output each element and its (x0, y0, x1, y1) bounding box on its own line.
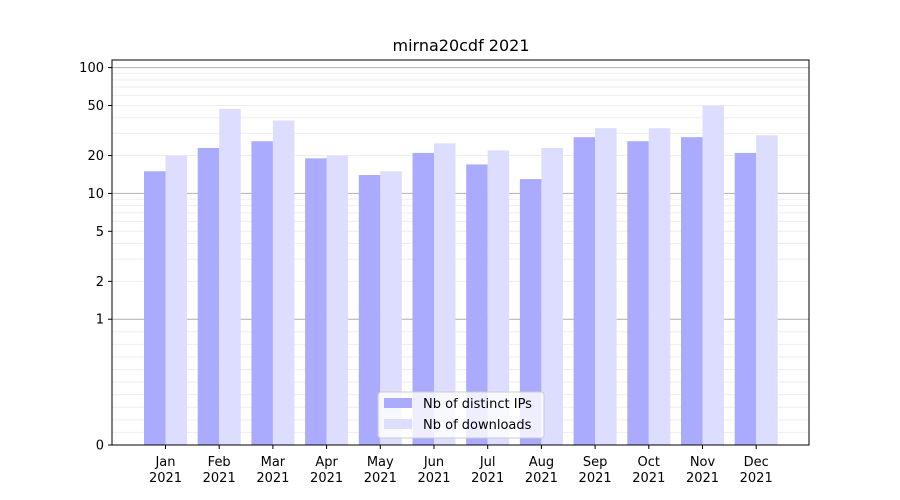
y-tick-label: 50 (87, 99, 104, 114)
x-tick-label-month: Sep (583, 455, 608, 470)
bar (573, 137, 596, 445)
bar (219, 108, 241, 445)
x-tick-label-year: 2021 (740, 471, 773, 486)
y-tick-label: 20 (87, 149, 104, 164)
bar (358, 175, 381, 446)
x-tick-label-month: Nov (690, 455, 716, 470)
bar (541, 147, 563, 446)
bar (305, 158, 327, 445)
bar (702, 105, 724, 445)
bar (144, 171, 166, 445)
bar (380, 171, 402, 445)
x-tick-label-year: 2021 (525, 471, 558, 486)
x-tick-label-year: 2021 (149, 471, 182, 486)
x-tick-label-year: 2021 (203, 471, 236, 486)
bar (756, 135, 778, 445)
x-tick-label-month: Oct (638, 455, 660, 470)
bars-layer (144, 105, 778, 446)
legend-box (377, 391, 545, 439)
x-tick-label-month: Aug (529, 455, 554, 470)
bar (681, 137, 703, 445)
chart-title: mirna20cdf 2021 (392, 36, 529, 55)
bar (251, 141, 273, 445)
x-axis: Jan2021Feb2021Mar2021Apr2021May2021Jun20… (149, 445, 773, 486)
x-tick-label-month: Jan (154, 455, 175, 470)
x-tick-label-month: Mar (261, 455, 286, 470)
bar (487, 150, 510, 445)
y-axis: 0 1 2 5 10 20 50 100 (79, 61, 112, 454)
legend-swatch (384, 419, 412, 429)
x-tick-label-year: 2021 (417, 471, 450, 486)
bar (595, 128, 617, 446)
y-tick-label: 1 (96, 313, 104, 328)
y-tick-label: 100 (79, 61, 104, 76)
bar (165, 155, 187, 446)
x-tick-label-year: 2021 (686, 471, 719, 486)
bar (272, 120, 295, 446)
x-tick-label-year: 2021 (471, 471, 504, 486)
x-tick-label-month: Dec (744, 455, 769, 470)
bar (627, 141, 649, 445)
x-tick-label-month: Jun (423, 455, 444, 470)
y-tick-label: 2 (96, 275, 104, 290)
x-tick-label-month: Jul (479, 455, 496, 470)
y-tick-label: 10 (87, 187, 104, 202)
x-tick-label-month: Apr (315, 455, 338, 470)
bar (412, 152, 434, 445)
y-tick-label: 0 (96, 439, 104, 454)
bar (648, 128, 671, 446)
bar (466, 164, 488, 445)
plot-frame (111, 59, 810, 446)
legend-label: Nb of distinct IPs (423, 397, 532, 412)
bar (326, 155, 349, 446)
x-tick-label-year: 2021 (364, 471, 397, 486)
bar (197, 147, 220, 446)
legend: Nb of distinct IPs Nb of downloads (377, 391, 545, 439)
legend-label: Nb of downloads (423, 418, 532, 433)
x-tick-label-year: 2021 (310, 471, 343, 486)
legend-swatch (384, 398, 412, 408)
bar (519, 179, 542, 445)
bar (434, 143, 456, 445)
x-tick-label-year: 2021 (579, 471, 612, 486)
x-tick-label-year: 2021 (632, 471, 665, 486)
y-tick-label: 5 (96, 225, 104, 240)
bar (734, 152, 757, 445)
x-tick-label-month: Feb (208, 455, 231, 470)
x-tick-label-month: May (367, 455, 394, 470)
x-tick-label-year: 2021 (256, 471, 289, 486)
